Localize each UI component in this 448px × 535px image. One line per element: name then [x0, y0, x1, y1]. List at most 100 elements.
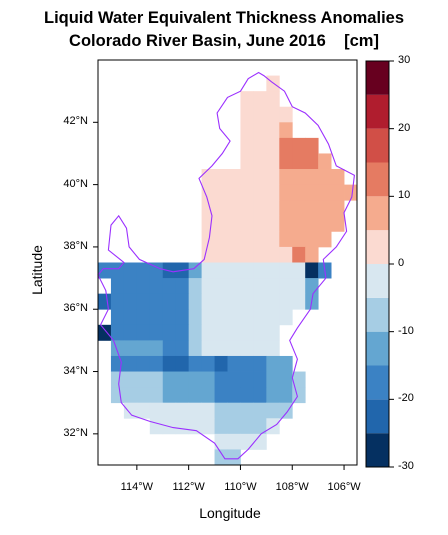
- grid-cell: [279, 293, 293, 310]
- plot-frame: [97, 59, 358, 466]
- grid-cell: [279, 122, 293, 139]
- grid-cell: [201, 309, 215, 326]
- grid-cell: [227, 262, 241, 279]
- grid-cell: [175, 402, 190, 419]
- colorbar-tick-label: -10: [398, 324, 414, 337]
- grid-cell: [227, 246, 241, 263]
- grid-cell: [266, 169, 280, 186]
- grid-cell: [149, 355, 164, 372]
- grid-cell: [149, 309, 164, 326]
- grid-cell: [136, 324, 151, 341]
- grid-cell: [188, 355, 202, 372]
- grid-cell: [110, 387, 125, 404]
- grid-cell: [279, 231, 293, 248]
- colorbar-swatch: [366, 433, 389, 467]
- grid-cell: [305, 184, 319, 201]
- grid-cell: [253, 200, 267, 217]
- grid-cell: [214, 449, 228, 466]
- grid-cell: [136, 340, 151, 357]
- grid-cell: [136, 355, 151, 372]
- grid-cell: [305, 169, 319, 186]
- y-axis-title: Latitude: [29, 245, 45, 295]
- grid-cell: [175, 324, 190, 341]
- colorbar: [365, 60, 390, 468]
- grid-cell: [175, 278, 190, 295]
- basin-outline: [97, 71, 355, 460]
- x-tick-label: 112°W: [172, 481, 205, 493]
- grid-cell: [331, 215, 345, 232]
- grid-cell: [240, 91, 254, 108]
- grid-cell: [279, 153, 293, 170]
- grid-cell: [227, 169, 241, 186]
- grid-cell: [175, 418, 190, 435]
- grid-cell: [240, 262, 254, 279]
- grid-cell: [149, 278, 164, 295]
- grid-cell: [266, 262, 280, 279]
- grid-cell: [201, 324, 215, 341]
- grid-cell: [162, 371, 177, 388]
- grid-cell: [214, 184, 228, 201]
- grid-cell: [292, 184, 306, 201]
- grid-cell: [123, 324, 138, 341]
- grid-cell: [305, 153, 319, 170]
- grid-cell: [149, 324, 164, 341]
- grid-cell: [266, 293, 280, 310]
- grid-cell: [279, 215, 293, 232]
- x-tick-label: 110°W: [224, 481, 257, 493]
- grid-cell: [279, 262, 293, 279]
- grid-cell: [240, 355, 254, 372]
- x-tick-label: 108°W: [275, 481, 309, 493]
- grid-cell: [98, 293, 112, 310]
- grid-cell: [253, 106, 267, 123]
- grid-cell: [266, 91, 280, 108]
- grid-cell: [201, 231, 215, 248]
- grid-cell: [227, 340, 241, 357]
- grid-cell: [240, 340, 254, 357]
- grid-cell: [292, 293, 306, 310]
- grid-cell: [98, 262, 112, 279]
- grid-cell: [188, 309, 202, 326]
- grid-cell: [292, 231, 306, 248]
- grid-cell: [188, 324, 202, 341]
- grid-cell: [305, 215, 319, 232]
- grid-cell: [110, 278, 125, 295]
- x-axis-ticks: [136, 465, 345, 470]
- grid-cell: [318, 153, 332, 170]
- grid-cell: [227, 309, 241, 326]
- grid-cell: [253, 262, 267, 279]
- grid-cell: [227, 200, 241, 217]
- grid-cell: [175, 340, 190, 357]
- grid-cell: [175, 355, 190, 372]
- grid-cell: [123, 340, 138, 357]
- grid-cell: [149, 418, 164, 435]
- grid-cell: [240, 106, 254, 123]
- grid-cell: [292, 200, 306, 217]
- grid-cell: [227, 449, 241, 466]
- grid-cell: [123, 355, 138, 372]
- grid-cell: [201, 169, 215, 186]
- grid-cell: [279, 309, 293, 326]
- grid-cell: [305, 137, 319, 154]
- grid-cell: [253, 246, 267, 263]
- x-axis-title: Longitude: [199, 505, 261, 521]
- colorbar-tick-label: 10: [398, 189, 411, 202]
- grid-cell: [201, 418, 215, 435]
- grid-cell: [123, 309, 138, 326]
- grid-cell: [188, 371, 202, 388]
- grid-cell: [123, 293, 138, 310]
- grid-cell: [240, 293, 254, 310]
- grid-cell: [162, 278, 177, 295]
- grid-cell: [214, 215, 228, 232]
- grid-cell: [240, 137, 254, 154]
- grid-cell: [175, 293, 190, 310]
- grid-cell: [292, 137, 306, 154]
- grid-cell: [279, 246, 293, 263]
- grid-cell: [162, 324, 177, 341]
- grid-cell: [240, 215, 254, 232]
- grid-cell: [201, 184, 215, 201]
- grid-cell: [240, 324, 254, 341]
- grid-cell: [98, 324, 112, 341]
- grid-cell: [318, 215, 332, 232]
- grid-cell: [214, 246, 228, 263]
